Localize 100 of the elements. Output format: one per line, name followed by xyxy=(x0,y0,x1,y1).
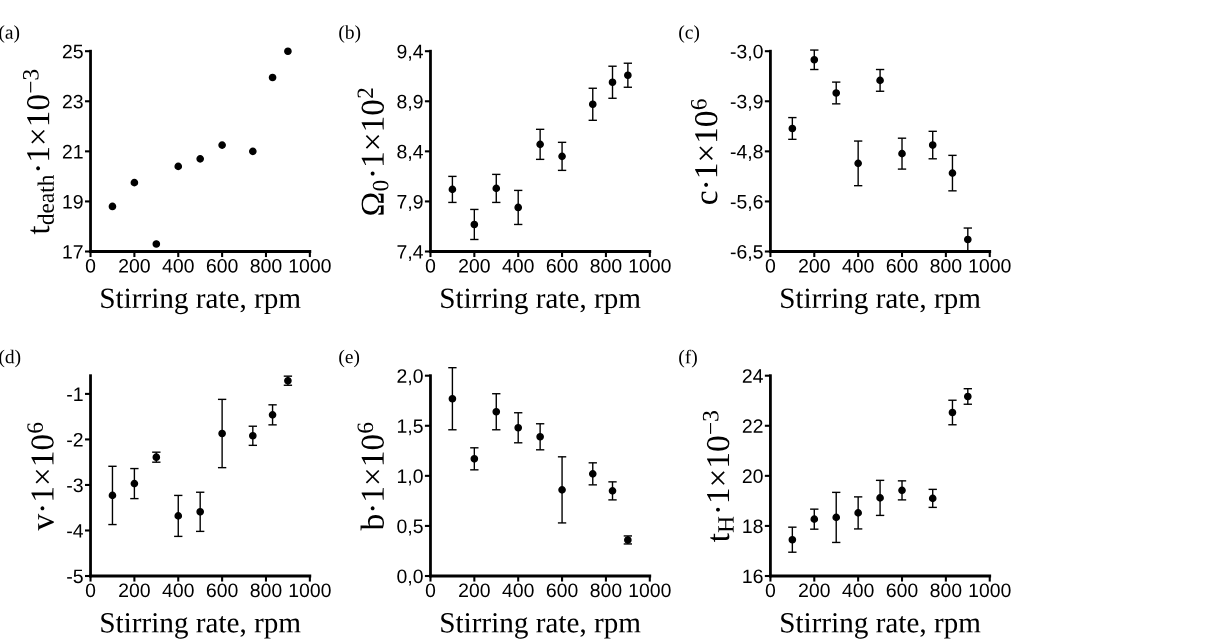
point xyxy=(832,513,841,522)
point xyxy=(514,203,523,212)
x-tick-label: 0 xyxy=(425,583,436,598)
x-tick-label: 0 xyxy=(765,258,776,273)
y-axis-title: t$_{H}$·1×10$^{−3}$ xyxy=(702,411,734,543)
point xyxy=(608,487,617,495)
x-tick-label: 200 xyxy=(119,583,150,598)
x-tick-label: 800 xyxy=(250,583,282,598)
x-axis-title: Stirring rate, rpm xyxy=(101,613,301,639)
x-tick-label: 800 xyxy=(590,583,622,598)
x-axis-title: Stirring rate, rpm xyxy=(781,613,981,639)
y-tick-label: 7,9 xyxy=(397,194,423,211)
y-tick-label: 23 xyxy=(62,94,83,109)
point xyxy=(608,78,617,87)
y-tick-label: -3,9 xyxy=(730,94,763,111)
y-tick-label: 8,4 xyxy=(397,144,423,161)
y-tick-label: -3 xyxy=(67,478,83,493)
chart-title: (a) xyxy=(0,25,20,43)
point xyxy=(876,76,884,85)
y-axis-title: v·1×10$^{6}$ xyxy=(27,422,54,531)
point xyxy=(174,162,183,171)
x-axis-title: Stirring rate, rpm xyxy=(441,288,641,315)
point xyxy=(963,235,972,244)
y-tick-label: -4 xyxy=(67,524,84,538)
x-tick-label: 600 xyxy=(206,258,238,273)
x-tick-label: 0 xyxy=(425,258,436,273)
chart-title: (c) xyxy=(679,25,700,43)
y-tick-label: -5,6 xyxy=(730,194,763,211)
y-tick-label: 24 xyxy=(742,369,763,383)
x-tick-label: 400 xyxy=(162,583,194,598)
y-tick-label: 21 xyxy=(62,144,83,159)
x-tick-label: 600 xyxy=(886,258,918,273)
point xyxy=(854,509,862,517)
chart-title: (b) xyxy=(339,25,361,43)
point xyxy=(810,55,819,64)
point xyxy=(928,141,937,149)
point xyxy=(928,494,937,503)
x-tick-label: 1000 xyxy=(629,258,671,273)
x-tick-label: 0 xyxy=(85,583,96,598)
point xyxy=(130,479,139,488)
y-tick-label: -3,0 xyxy=(730,44,763,61)
y-axis-title: t$_{death}$·1×10$^{−3}$ xyxy=(22,69,54,235)
x-axis-title: Stirring rate, rpm xyxy=(781,288,981,315)
y-tick-label: 1,0 xyxy=(397,469,423,486)
point xyxy=(558,152,566,161)
y-tick-label: 19 xyxy=(63,194,83,209)
point xyxy=(470,455,479,463)
y-tick-label: 8,9 xyxy=(397,94,423,111)
point xyxy=(249,147,257,156)
y-tick-label: 22 xyxy=(742,419,763,433)
x-tick-label: 600 xyxy=(546,583,578,598)
x-tick-label: 1000 xyxy=(969,583,1011,598)
point xyxy=(174,512,183,520)
point xyxy=(832,89,841,97)
x-tick-label: 200 xyxy=(119,258,150,273)
point xyxy=(536,432,544,441)
x-tick-label: 1000 xyxy=(289,583,331,598)
x-tick-label: 0 xyxy=(765,583,776,598)
chart-title: (f) xyxy=(679,349,697,368)
point xyxy=(152,240,161,248)
point xyxy=(514,423,523,432)
point xyxy=(588,100,597,109)
point xyxy=(898,149,906,158)
point xyxy=(558,486,566,494)
x-tick-label: 400 xyxy=(502,258,534,273)
x-tick-label: 400 xyxy=(842,258,874,273)
point xyxy=(898,486,906,495)
point xyxy=(788,124,797,133)
point xyxy=(268,73,277,82)
x-tick-label: 400 xyxy=(502,583,534,598)
point xyxy=(218,141,226,149)
x-tick-label: 600 xyxy=(886,583,918,598)
x-axis-title: Stirring rate, rpm xyxy=(101,288,301,315)
point xyxy=(108,202,117,211)
y-tick-label: -1 xyxy=(67,387,83,401)
x-tick-label: 800 xyxy=(930,583,962,598)
point xyxy=(876,494,884,502)
chart-title: (e) xyxy=(339,349,360,368)
y-tick-label: 2,0 xyxy=(397,369,423,386)
y-axis-title: c·1×10$^{6}$ xyxy=(690,99,718,204)
x-tick-label: 1000 xyxy=(969,258,1011,273)
y-tick-label: -4,8 xyxy=(730,144,763,161)
y-tick-label: 20 xyxy=(742,469,763,484)
point xyxy=(810,515,819,523)
chart-title: (d) xyxy=(0,349,21,368)
y-tick-label: -6,5 xyxy=(730,244,763,262)
point xyxy=(788,535,797,544)
y-tick-label: 25 xyxy=(62,44,83,59)
point xyxy=(948,169,957,177)
point xyxy=(448,185,457,194)
y-tick-label: 0,5 xyxy=(397,519,423,536)
x-tick-label: 400 xyxy=(162,258,194,273)
x-tick-label: 200 xyxy=(459,583,490,598)
x-tick-label: 800 xyxy=(590,258,622,273)
point xyxy=(588,470,597,478)
point xyxy=(268,411,277,419)
point xyxy=(492,407,501,416)
y-tick-label: 7,4 xyxy=(397,245,423,262)
point xyxy=(492,184,501,193)
x-tick-label: 400 xyxy=(842,583,874,598)
